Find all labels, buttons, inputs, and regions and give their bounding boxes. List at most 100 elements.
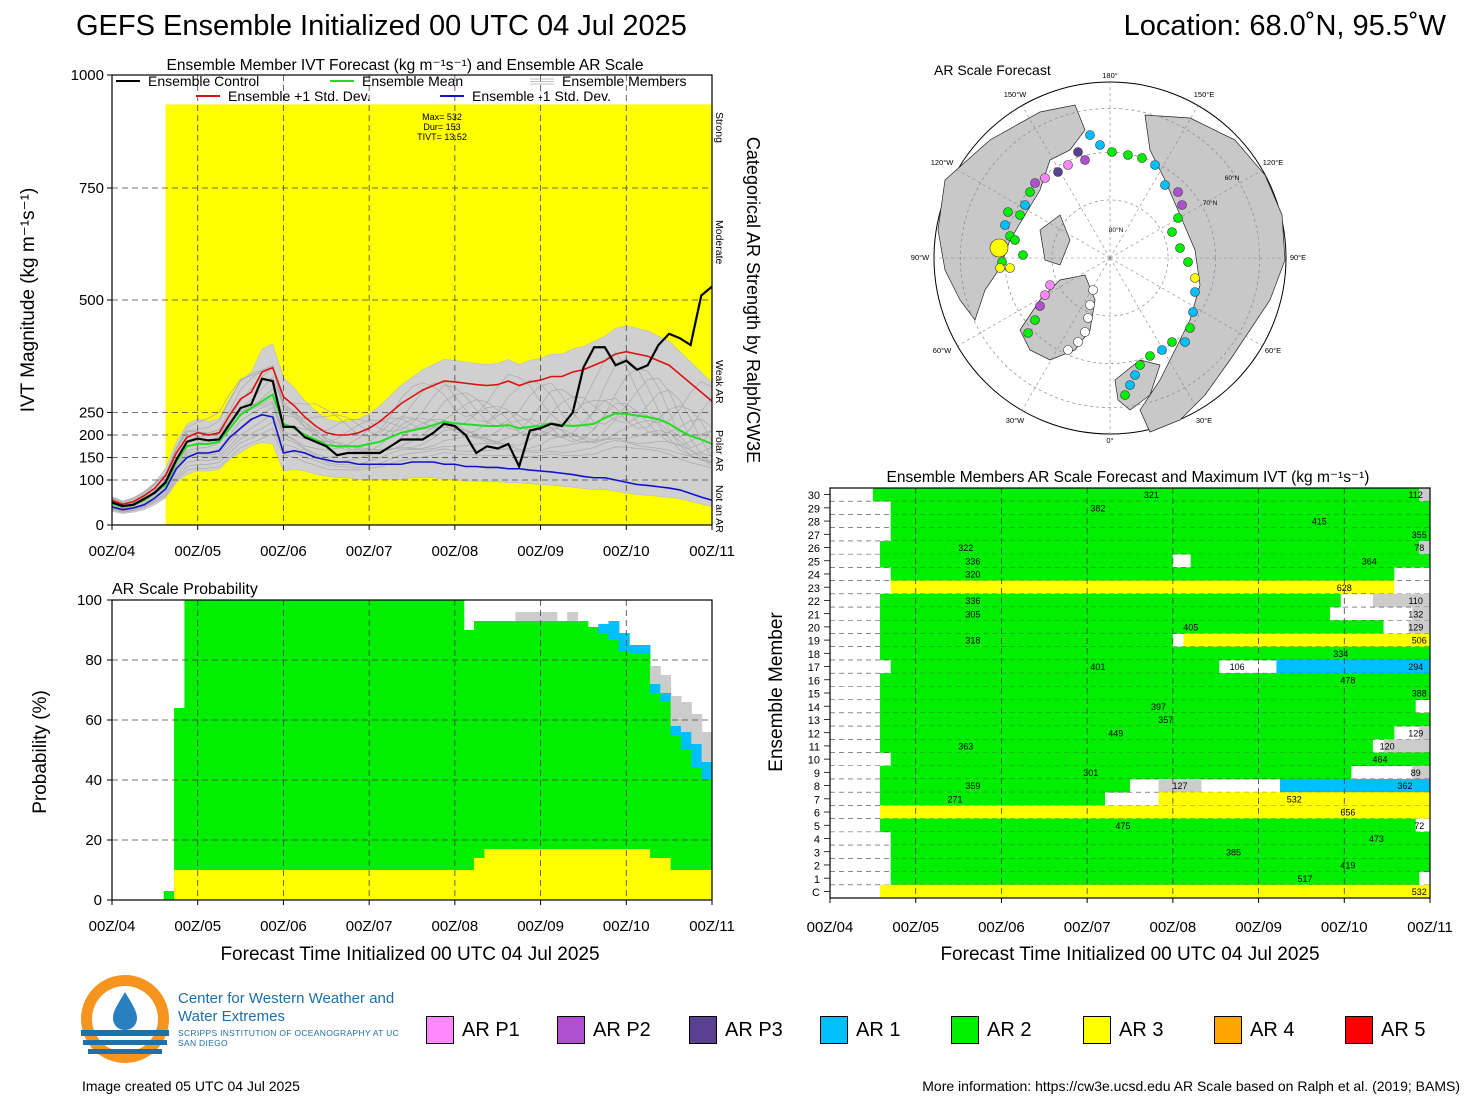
prob-bar-ar2 <box>329 600 341 870</box>
map-ar-point <box>1063 345 1073 355</box>
map-ar-point <box>1023 328 1033 338</box>
member-max-ivt: 89 <box>1411 768 1421 778</box>
prob-bar-ar3 <box>370 870 382 900</box>
ivt-annotation: Max= 532 <box>422 112 462 122</box>
ivt-category-label: Strong <box>713 112 725 143</box>
prob-bar-ar3 <box>380 870 392 900</box>
ivt-legend-label: Ensemble Control <box>148 73 259 89</box>
ivt-ytick-label: 1000 <box>71 67 104 84</box>
member-xtick-label: 00Z/11 <box>1407 919 1453 936</box>
member-max-ivt: 397 <box>1151 702 1166 712</box>
prob-bar-ar3 <box>225 870 237 900</box>
map-ar-point <box>1015 210 1025 220</box>
prob-bar-ar2 <box>308 600 320 870</box>
legend-swatch <box>689 1016 717 1044</box>
map-ar-point <box>1145 351 1155 361</box>
map-ar-point <box>1025 187 1035 197</box>
member-segment <box>1408 620 1430 634</box>
ivt-member-line <box>111 403 713 509</box>
prob-bar-ar3 <box>401 870 413 900</box>
member-row-label: C <box>812 887 820 899</box>
map-lat-label: 80°N <box>1109 226 1124 234</box>
ivt-xtick-label: 00Z/08 <box>432 543 479 560</box>
prob-bar-missing <box>701 732 713 762</box>
member-xtick-label: 00Z/10 <box>1321 919 1368 936</box>
member-max-ivt: 129 <box>1408 728 1423 738</box>
map-lon-label: 60°E <box>1265 346 1281 355</box>
prob-bar-ar2 <box>267 600 279 870</box>
member-segment <box>1412 765 1430 780</box>
member-segment <box>890 514 1430 528</box>
prob-bar-ar3 <box>246 870 258 900</box>
prob-bar-ar2 <box>618 651 630 849</box>
prob-bar-missing <box>691 714 703 744</box>
prob-ytick-label: 0 <box>94 892 102 909</box>
ivt-xtick-label: 00Z/09 <box>517 543 564 560</box>
ivt-xtick-label: 00Z/11 <box>689 543 735 560</box>
member-segment <box>880 673 1430 687</box>
map-ar-point <box>1085 300 1095 310</box>
prob-bar-ar3 <box>277 870 289 900</box>
map-latitude-circle <box>960 108 1260 408</box>
map-ar-point <box>1175 243 1185 253</box>
prob-bar-ar3 <box>453 870 465 900</box>
map-ar-point <box>1173 213 1183 223</box>
prob-bar-ar3 <box>287 870 299 900</box>
map-ar-point <box>1125 380 1135 390</box>
member-segment <box>1419 540 1430 555</box>
prob-bar-ar3 <box>215 870 227 900</box>
prob-bar-ar3 <box>308 870 320 900</box>
prob-bar-ar1 <box>701 762 713 780</box>
prob-bar-ar2 <box>339 600 351 870</box>
map-lon-label: 150°W <box>1004 90 1028 99</box>
prob-bar-ar3 <box>670 870 682 900</box>
member-segment <box>880 726 1395 740</box>
map-meridian <box>1021 257 1111 411</box>
prob-bar-ar3 <box>639 849 651 900</box>
member-row-label: 30 <box>808 490 820 502</box>
member-row-label: 7 <box>814 794 820 806</box>
member-max-ivt: 322 <box>958 543 973 553</box>
ivt-ylabel: IVT Magnitude (kg m⁻¹s⁻¹) <box>18 188 39 413</box>
member-row-label: 22 <box>808 596 820 608</box>
member-max-ivt: 301 <box>1083 768 1098 778</box>
map-meridian <box>1109 257 1199 411</box>
ivt-ytick-label: 750 <box>79 180 104 197</box>
prob-bar-ar2 <box>277 600 289 870</box>
legend-item-ar_5: AR 5 <box>1345 1014 1425 1046</box>
legend-swatch <box>1214 1016 1242 1044</box>
ivt-member-line <box>111 421 713 512</box>
ivt-member-line <box>111 352 713 502</box>
logo-affiliation: SCRIPPS INSTITUTION OF OCEANOGRAPHY AT U… <box>178 1028 400 1048</box>
member-max-ivt: 336 <box>965 596 980 606</box>
ivt-xtick-label: 00Z/10 <box>603 543 650 560</box>
prob-xtick-label: 00Z/06 <box>260 918 307 935</box>
map-ar-point <box>1135 360 1145 370</box>
prob-bar-ar3 <box>618 849 630 900</box>
map-ar-point <box>1173 187 1183 197</box>
map-lon-label: 120°E <box>1263 158 1284 167</box>
map-ar-point <box>1035 301 1045 311</box>
legend-swatch <box>1083 1016 1111 1044</box>
prob-bar-ar3 <box>515 849 527 900</box>
prob-ytick-label: 100 <box>77 592 102 609</box>
member-max-ivt: 129 <box>1408 622 1423 632</box>
prob-bar-ar3 <box>691 870 703 900</box>
member-row-label: 4 <box>814 834 820 846</box>
map-ar-point <box>1003 207 1013 217</box>
member-segment <box>880 805 1430 819</box>
prob-bar-ar1 <box>649 684 661 693</box>
member-xtick-label: 00Z/05 <box>892 919 939 936</box>
map-lon-label: 120°W <box>931 158 955 167</box>
prob-bar-ar2 <box>287 600 299 870</box>
map-title: AR Scale Forecast <box>934 62 1051 78</box>
member-row-label: 26 <box>808 543 820 555</box>
legend-item-ar_p3: AR P3 <box>689 1014 783 1046</box>
member-row-label: 1 <box>814 874 820 886</box>
member-row-label: 18 <box>808 649 820 661</box>
ivt-xtick-label: 00Z/07 <box>346 543 393 560</box>
prob-bar-ar2 <box>474 621 485 858</box>
prob-bar-ar2 <box>629 654 641 849</box>
member-row-label: 10 <box>808 755 820 767</box>
map-ar-point <box>1123 150 1133 160</box>
